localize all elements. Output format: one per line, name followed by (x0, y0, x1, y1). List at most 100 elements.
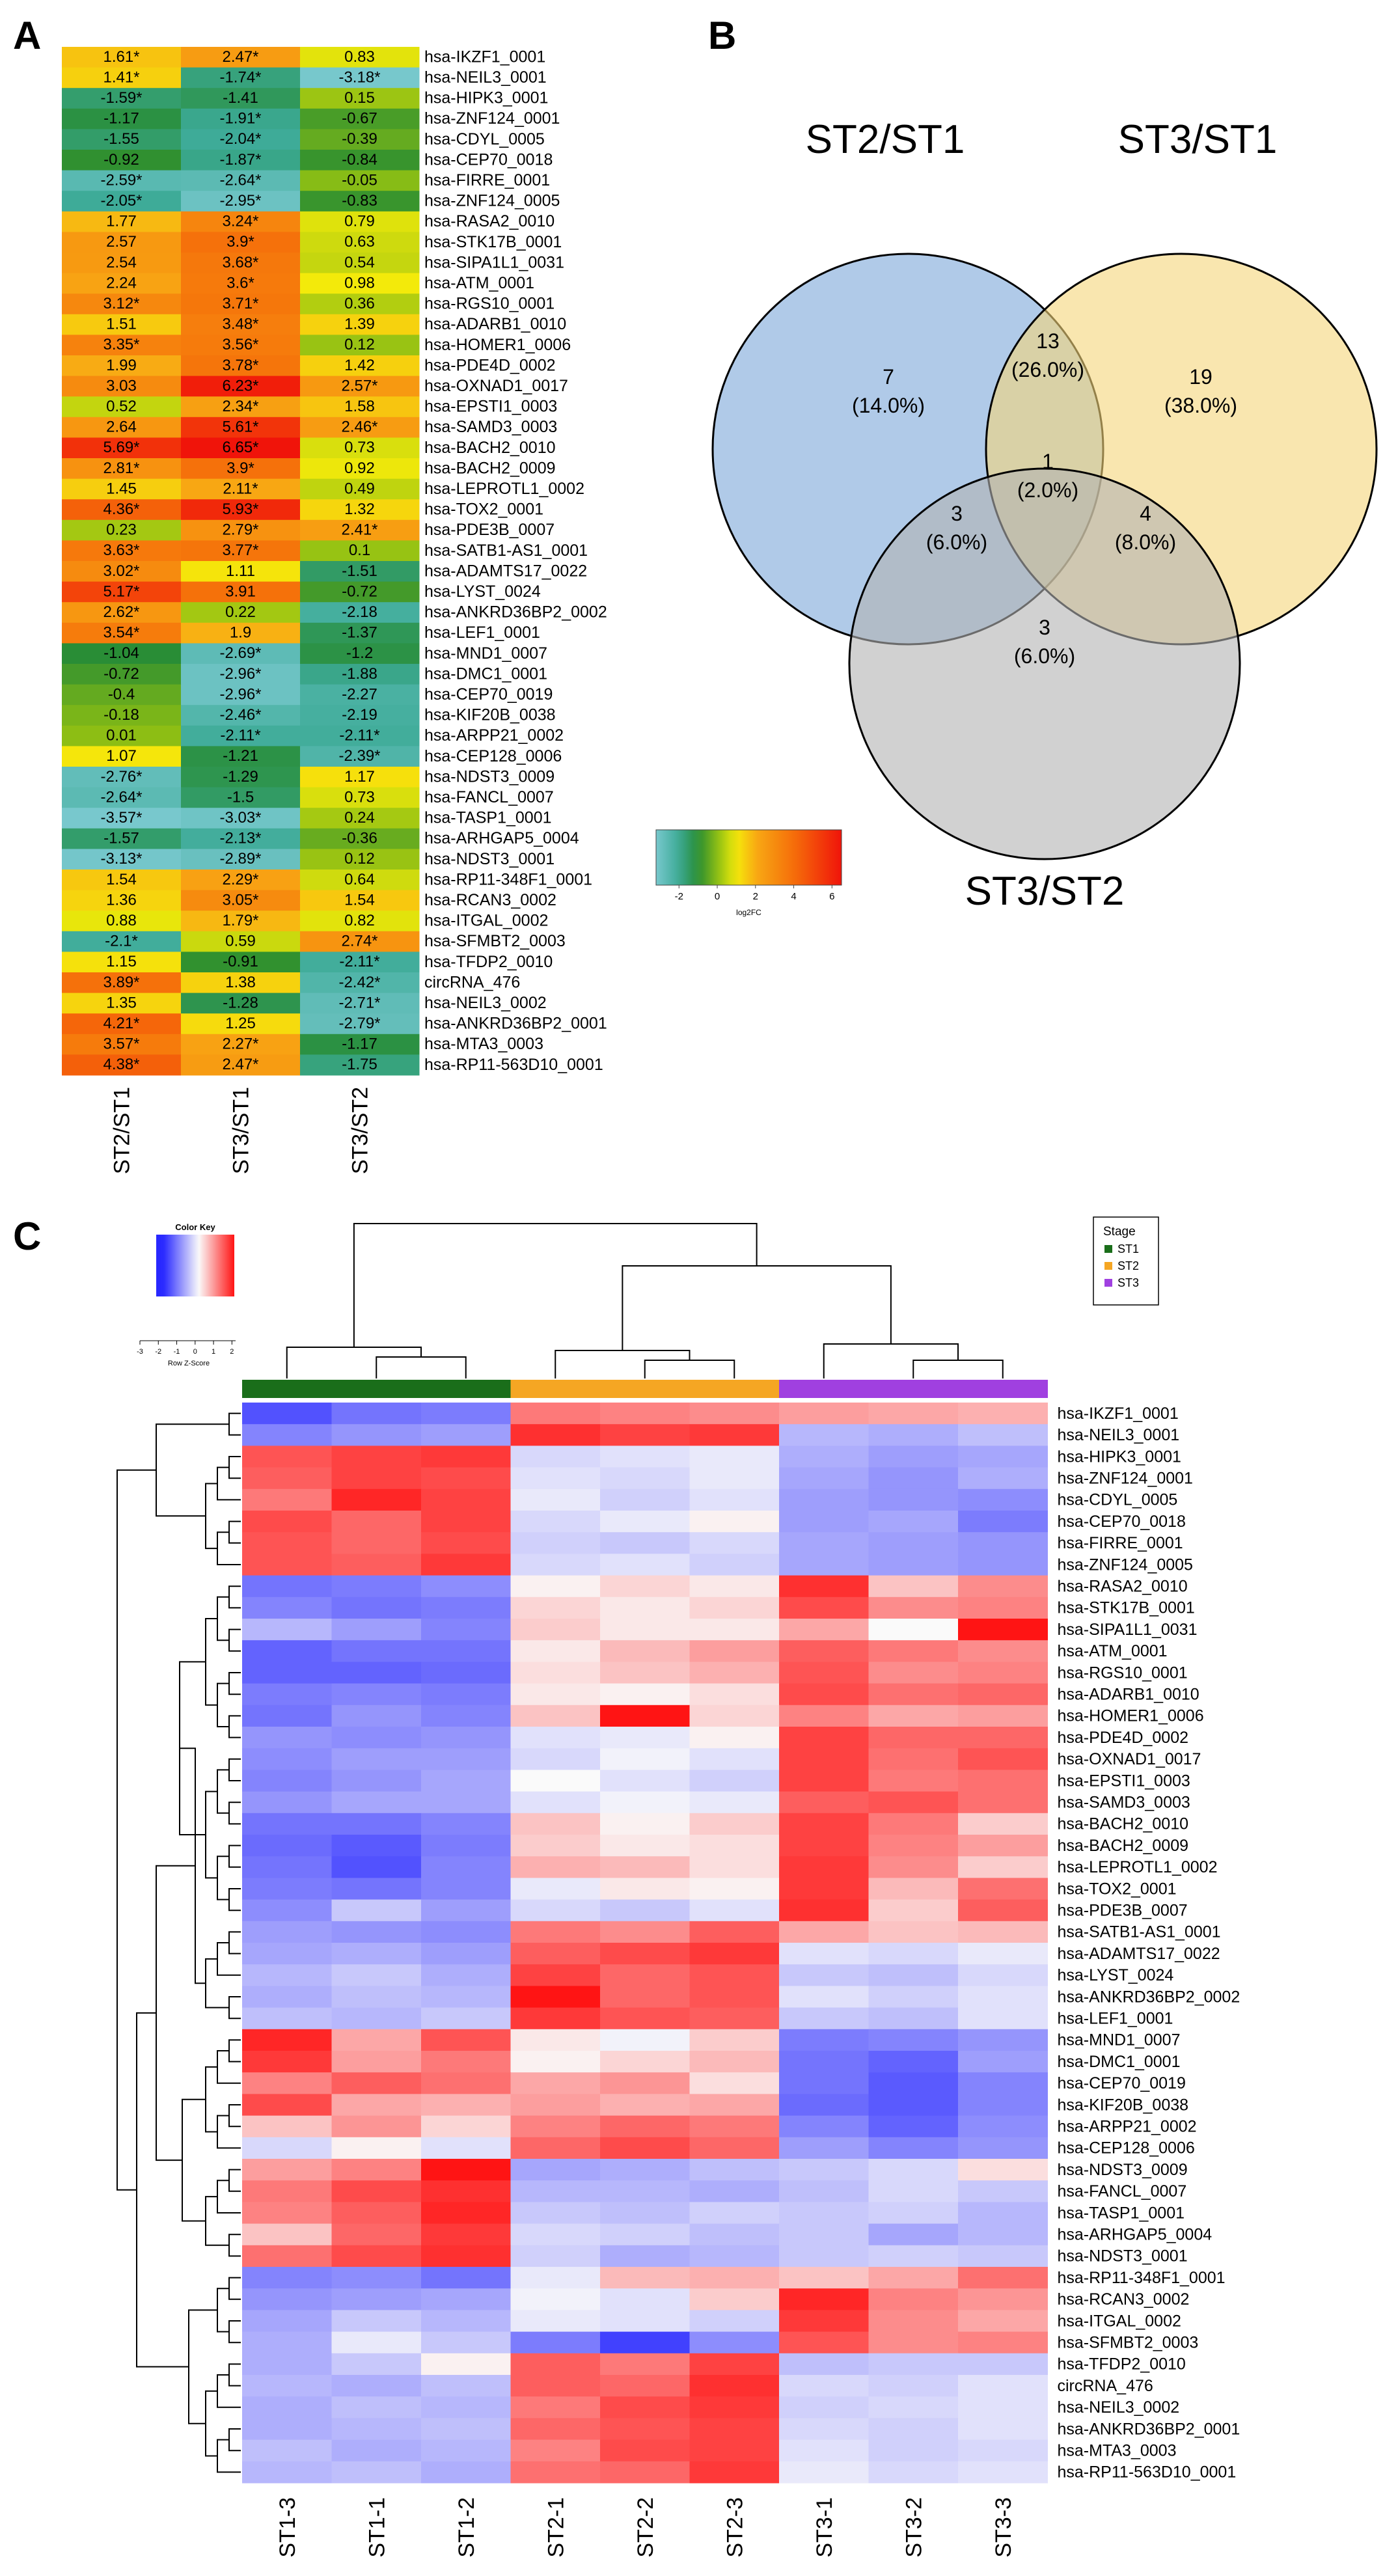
zscore-cell (958, 1554, 1048, 1576)
zscore-cell (868, 1964, 959, 1986)
fc-cell (300, 746, 420, 767)
log2fc-tick: 0 (715, 891, 720, 902)
zscore-cell (331, 1488, 422, 1511)
fc-cell (62, 705, 182, 726)
stage-label: ST2 (1117, 1259, 1139, 1272)
fc-value: -2.1* (105, 933, 138, 950)
zscore-cell (689, 1575, 780, 1598)
gene-label: hsa-FANCL_0007 (424, 788, 554, 806)
gene-label: hsa-NEIL3_0001 (424, 68, 547, 87)
log2fc-colorbar (655, 829, 842, 886)
fc-value: -2.79* (338, 1015, 380, 1032)
zscore-cell (421, 1554, 511, 1576)
fc-cell (181, 684, 301, 706)
zscore-cell (689, 1727, 780, 1749)
zscore-cell (331, 1532, 422, 1554)
gene-label: hsa-EPSTI1_0003 (1058, 1772, 1190, 1790)
fc-value: -2.11* (339, 727, 379, 745)
fc-cell (181, 88, 301, 109)
fc-value: -2.11* (220, 727, 260, 745)
zscore-cell (779, 1835, 869, 1857)
zscore-cell (331, 1554, 422, 1576)
fc-cell (300, 602, 420, 623)
zscore-cell (689, 2396, 780, 2418)
zscore-cell (331, 2418, 422, 2441)
zscore-cell (242, 2180, 332, 2202)
fc-value: -3.03* (219, 809, 261, 827)
fc-cell (62, 684, 182, 706)
zscore-cell (958, 2115, 1048, 2138)
zscore-cell (331, 1813, 422, 1835)
fc-value: 1.51 (106, 316, 137, 333)
color-key-tick: 2 (230, 1348, 234, 1356)
zscore-cell (779, 2180, 869, 2202)
zscore-cell (689, 1748, 780, 1770)
zscore-cell (421, 2029, 511, 2051)
zscore-cell (958, 2288, 1048, 2310)
zscore-cell (600, 1488, 690, 1511)
zscore-cell (510, 2159, 601, 2181)
fc-value: 0.88 (106, 912, 137, 929)
zscore-cell (689, 1662, 780, 1684)
fc-value: 0.52 (106, 398, 137, 415)
gene-label: hsa-NEIL3_0001 (1058, 1426, 1180, 1444)
sample-label: ST2-1 (543, 2497, 568, 2558)
zscore-cell (689, 1554, 780, 1576)
fc-cell (181, 725, 301, 747)
zscore-cell (600, 2310, 690, 2333)
gene-label: hsa-ARHGAP5_0004 (1058, 2226, 1213, 2244)
zscore-cell (242, 2094, 332, 2117)
gene-label: circRNA_476 (424, 973, 520, 991)
gene-label: hsa-NDST3_0009 (424, 767, 555, 786)
zscore-cell (242, 1640, 332, 1662)
fc-value: 4.21* (103, 1015, 139, 1032)
fc-cell (300, 314, 420, 335)
zscore-cell (510, 2202, 601, 2225)
zscore-cell (510, 1596, 601, 1619)
fc-cell (300, 725, 420, 747)
zscore-cell (510, 1424, 601, 1446)
fc-cell (300, 622, 420, 644)
zscore-cell (779, 2439, 869, 2462)
gene-label: hsa-ANKRD36BP2_0002 (424, 603, 607, 622)
zscore-cell (421, 1619, 511, 1641)
fc-cell (300, 643, 420, 665)
fc-value: -3.18* (338, 68, 380, 86)
zscore-cell (331, 2072, 422, 2094)
zscore-cell (331, 1403, 422, 1425)
fc-value: 2.62* (103, 603, 139, 621)
gene-label: hsa-ZNF124_0005 (424, 192, 560, 210)
gene-label: hsa-OXNAD1_0017 (424, 377, 568, 395)
fc-cell (181, 561, 301, 582)
zscore-cell (331, 1575, 422, 1598)
gene-label: hsa-STK17B_0001 (424, 233, 562, 251)
zscore-cell (958, 2375, 1048, 2397)
zscore-cell (779, 2310, 869, 2333)
gene-label: hsa-DMC1_0001 (424, 665, 547, 683)
zscore-cell (600, 1835, 690, 1857)
zscore-cell (689, 2418, 780, 2441)
fc-cell (300, 911, 420, 932)
zscore-cell (779, 1554, 869, 1576)
gene-label: hsa-KIF20B_0038 (1058, 2096, 1189, 2114)
zscore-cell (689, 1488, 780, 1511)
zscore-cell (242, 1467, 332, 1490)
fc-cell (62, 643, 182, 665)
zscore-cell (510, 1619, 601, 1641)
fc-cell (300, 1034, 420, 1055)
fc-cell (181, 1034, 301, 1055)
fc-cell (300, 273, 420, 294)
gene-label: hsa-SIPA1L1_0031 (424, 253, 564, 271)
fc-value: -0.18 (103, 706, 139, 724)
zscore-cell (868, 1424, 959, 1446)
fc-value: 4.38* (103, 1056, 139, 1073)
fc-cell (181, 294, 301, 315)
fc-cell (62, 47, 182, 68)
zscore-cell (421, 2202, 511, 2225)
fc-value: 0.23 (106, 521, 137, 539)
zscore-cell (689, 1403, 780, 1425)
zscore-cell (510, 1986, 601, 2008)
log2fc-tick: 4 (791, 891, 796, 902)
zscore-cell (421, 1488, 511, 1511)
gene-label: hsa-ADAMTS17_0022 (424, 562, 587, 580)
